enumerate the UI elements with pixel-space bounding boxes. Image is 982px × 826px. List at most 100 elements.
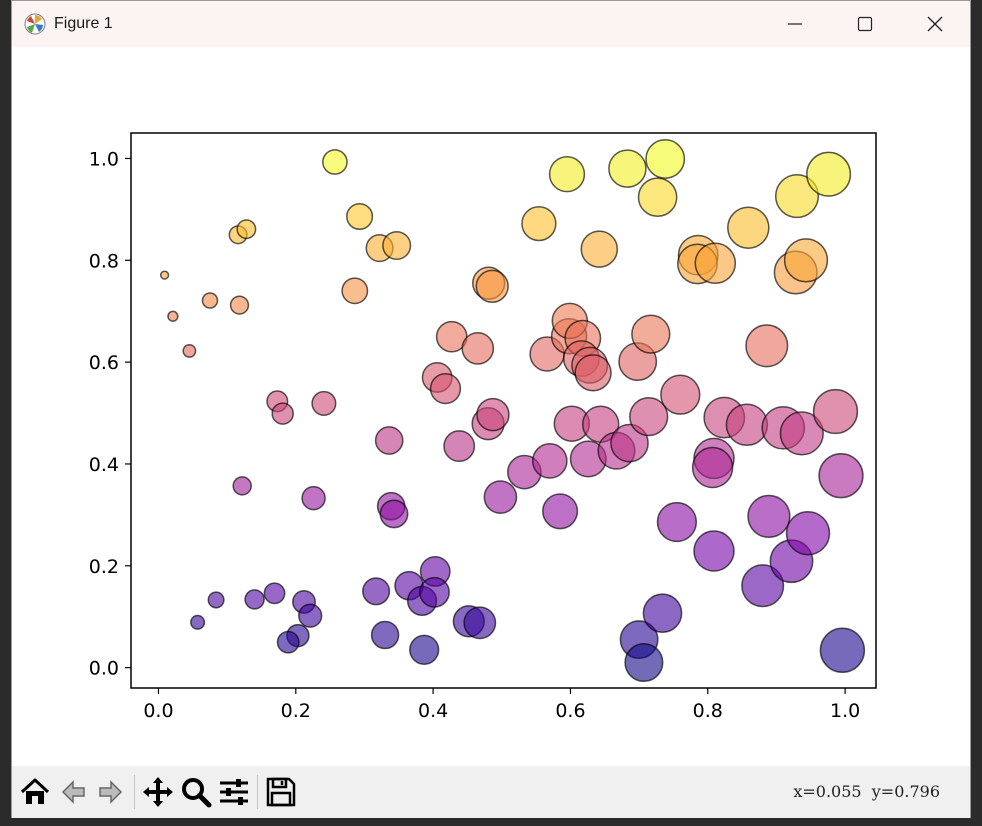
scatter-point	[382, 230, 412, 261]
scatter-point	[631, 314, 671, 354]
scatter-point	[207, 591, 225, 609]
scatter-point	[201, 292, 219, 309]
scatter-point	[301, 485, 326, 511]
toolbar-separator	[134, 775, 135, 809]
scatter-point	[374, 426, 404, 455]
home-button[interactable]	[16, 772, 54, 812]
scatter-point	[276, 630, 300, 654]
scatter-point	[660, 374, 701, 415]
x-tick-label: 0.0	[143, 700, 173, 722]
matplotlib-logo-icon	[24, 13, 46, 35]
floppy-disk-icon	[266, 777, 296, 807]
scatter-point	[362, 577, 391, 606]
scatter-point	[645, 139, 686, 179]
scatter-point	[693, 530, 735, 572]
window-title: Figure 1	[54, 15, 113, 32]
y-tick-label: 0.8	[89, 250, 119, 272]
scatter-point	[542, 493, 579, 530]
scatter-point	[819, 627, 866, 674]
scatter-point	[263, 582, 286, 605]
scatter-point	[642, 593, 683, 634]
scatter-point	[574, 354, 612, 392]
scatter-point	[548, 156, 586, 193]
scatter-point	[370, 620, 400, 650]
scatter-point	[812, 388, 859, 435]
forward-arrow-icon	[99, 780, 123, 804]
scatter-point	[182, 343, 197, 358]
scatter-point	[190, 614, 206, 630]
scatter-point	[167, 310, 179, 322]
back-arrow-icon	[61, 780, 85, 804]
magnifier-icon	[182, 778, 212, 808]
scatter-point	[236, 219, 257, 240]
scatter-point	[608, 149, 647, 188]
scatter-point	[656, 501, 698, 543]
home-icon	[20, 778, 50, 804]
scatter-point	[610, 423, 649, 463]
x-tick-label: 0.2	[281, 700, 311, 722]
y-tick-label: 0.2	[89, 556, 119, 578]
scatter-point	[747, 494, 791, 539]
scatter-point	[745, 324, 789, 368]
sliders-icon	[220, 779, 248, 805]
scatter-point	[298, 603, 323, 628]
scatter-point	[429, 372, 462, 405]
minimize-icon	[788, 23, 802, 25]
y-tick-label: 0.6	[89, 352, 119, 374]
scatter-point	[322, 149, 348, 175]
x-tick-label: 0.8	[693, 700, 723, 722]
scatter-point	[461, 332, 495, 365]
points-layer	[159, 139, 866, 683]
scatter-point	[637, 177, 678, 218]
y-tick-label: 1.0	[89, 148, 119, 170]
scatter-point	[483, 480, 518, 514]
x-tick-label: 0.4	[418, 700, 448, 722]
scatter-point	[806, 151, 852, 197]
scatter-point	[346, 202, 374, 231]
scatter-point	[419, 576, 450, 608]
scatter-point	[779, 411, 824, 456]
y-tick-label: 0.4	[89, 454, 119, 476]
scatter-point	[476, 397, 510, 432]
minimize-button[interactable]	[760, 1, 830, 47]
figure-window: Figure 1 0.0 0.2 0.4 0.6 0.8 1.0 0.0 0.2 0.4 0.6 0…	[11, 0, 971, 818]
move-icon	[143, 777, 173, 807]
scatter-point	[691, 446, 734, 489]
scatter-point	[531, 443, 568, 479]
scatter-point	[159, 270, 170, 280]
pan-button[interactable]	[139, 772, 177, 812]
axes-frame	[130, 132, 877, 689]
scatter-point	[244, 589, 265, 610]
scatter-point	[774, 174, 820, 219]
scatter-point	[409, 634, 440, 665]
figure-canvas[interactable]: 0.0 0.2 0.4 0.6 0.8 1.0 0.0 0.2 0.4 0.6 0.8 1.0	[12, 47, 970, 765]
scatter-point	[785, 510, 831, 556]
window-controls	[760, 1, 970, 47]
ticks-layer: 0.0 0.2 0.4 0.6 0.8 1.0 0.0 0.2 0.4 0.6 0.8 1.0	[89, 148, 860, 722]
maximize-button[interactable]	[830, 1, 900, 47]
close-icon	[927, 16, 943, 32]
scatter-point	[341, 277, 369, 305]
scatter-point	[463, 606, 497, 640]
scatter-point	[521, 205, 557, 242]
configure-subplots-button[interactable]	[215, 772, 253, 812]
forward-button[interactable]	[92, 772, 130, 812]
scatter-point	[271, 402, 294, 425]
scatter-point	[629, 396, 669, 437]
scatter-point	[727, 206, 770, 249]
back-button[interactable]	[54, 772, 92, 812]
x-tick-label: 0.6	[555, 700, 585, 722]
close-button[interactable]	[900, 1, 970, 47]
scatter-point	[694, 242, 737, 285]
scatter-point	[580, 230, 619, 268]
scatter-point	[229, 295, 250, 315]
scatter-point	[443, 430, 476, 463]
save-button[interactable]	[262, 772, 300, 812]
x-tick-label: 1.0	[830, 700, 860, 722]
scatter-point	[624, 642, 664, 683]
scatter-point	[725, 403, 769, 447]
scatter-point	[311, 390, 337, 416]
zoom-button[interactable]	[177, 772, 215, 812]
scatter-point	[379, 499, 409, 529]
toolbar-separator	[257, 775, 258, 809]
